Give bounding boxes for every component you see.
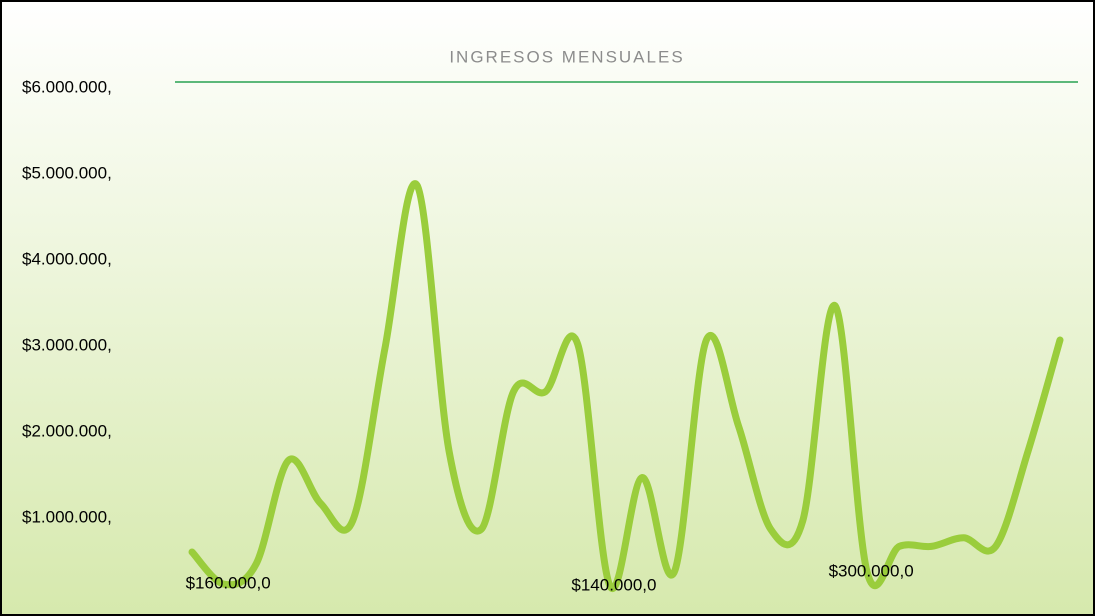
- y-tick-label: $4.000.000,: [22, 249, 112, 268]
- y-tick-label: $5.000.000,: [22, 163, 112, 182]
- y-tick-label: $6.000.000,: [22, 77, 112, 96]
- y-tick-label: $2.000.000,: [22, 421, 112, 440]
- series-line: [188, 180, 1064, 593]
- data-label: $140.000,0: [571, 575, 656, 594]
- chart-title: INGRESOS MENSUALES: [449, 47, 684, 66]
- y-tick-label: $1.000.000,: [22, 507, 112, 526]
- data-label: $300.000,0: [829, 562, 914, 581]
- y-tick-label: $3.000.000,: [22, 335, 112, 354]
- data-label: $160.000,0: [186, 574, 271, 593]
